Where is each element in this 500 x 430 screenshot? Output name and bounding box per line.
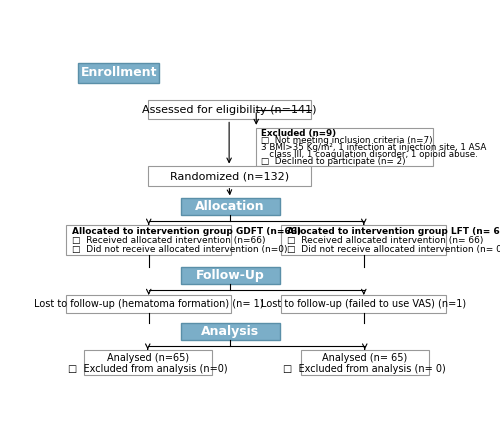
FancyBboxPatch shape [180, 267, 280, 284]
Text: □  Did not receive allocated intervention (n= 0): □ Did not receive allocated intervention… [287, 245, 500, 254]
FancyBboxPatch shape [256, 128, 432, 166]
Text: class III, 1 coagulation disorder, 1 opioid abuse.: class III, 1 coagulation disorder, 1 opi… [261, 150, 478, 159]
Text: Randomized (n=132): Randomized (n=132) [170, 171, 288, 181]
Text: Analysis: Analysis [201, 325, 259, 338]
Text: Allocation: Allocation [196, 200, 265, 213]
FancyBboxPatch shape [66, 225, 231, 255]
Text: □  Excluded from analysis (n=0): □ Excluded from analysis (n=0) [68, 364, 228, 374]
Text: Lost to follow-up (hematoma formation) (n= 1): Lost to follow-up (hematoma formation) (… [34, 299, 264, 309]
Text: 3 BMI>35 Kg/m², 1 infection at injection site, 1 ASA: 3 BMI>35 Kg/m², 1 infection at injection… [261, 143, 486, 152]
FancyBboxPatch shape [78, 62, 160, 83]
Text: Allocated to intervention group GDFT (n=66): Allocated to intervention group GDFT (n=… [72, 227, 302, 236]
Text: Enrollment: Enrollment [80, 66, 157, 79]
FancyBboxPatch shape [301, 350, 428, 375]
Text: □  Declined to participate (n= 2): □ Declined to participate (n= 2) [261, 157, 406, 166]
Text: □  Received allocated intervention (n=66): □ Received allocated intervention (n=66) [72, 236, 266, 245]
FancyBboxPatch shape [282, 225, 446, 255]
Text: □  Excluded from analysis (n= 0): □ Excluded from analysis (n= 0) [284, 364, 446, 374]
Text: □  Received allocated intervention (n= 66): □ Received allocated intervention (n= 66… [287, 236, 484, 245]
Text: Analysed (n=65): Analysed (n=65) [106, 353, 189, 363]
Text: □  Did not receive allocated intervention (n=0): □ Did not receive allocated intervention… [72, 245, 288, 254]
Text: Lost to follow-up (failed to use VAS) (n=1): Lost to follow-up (failed to use VAS) (n… [261, 299, 466, 309]
FancyBboxPatch shape [84, 350, 212, 375]
Text: Allocated to intervention group LFT (n= 66): Allocated to intervention group LFT (n= … [287, 227, 500, 236]
Text: Assessed for eligibility (n=141): Assessed for eligibility (n=141) [142, 105, 316, 115]
Text: □  Not meeting inclusion criteria (n=7): □ Not meeting inclusion criteria (n=7) [261, 135, 432, 144]
Text: Excluded (n=9): Excluded (n=9) [261, 129, 336, 138]
FancyBboxPatch shape [180, 198, 280, 215]
FancyBboxPatch shape [148, 166, 310, 186]
Text: Analysed (n= 65): Analysed (n= 65) [322, 353, 408, 363]
FancyBboxPatch shape [148, 100, 310, 120]
FancyBboxPatch shape [66, 295, 231, 313]
Text: Follow-Up: Follow-Up [196, 269, 264, 282]
FancyBboxPatch shape [180, 323, 280, 340]
FancyBboxPatch shape [282, 295, 446, 313]
